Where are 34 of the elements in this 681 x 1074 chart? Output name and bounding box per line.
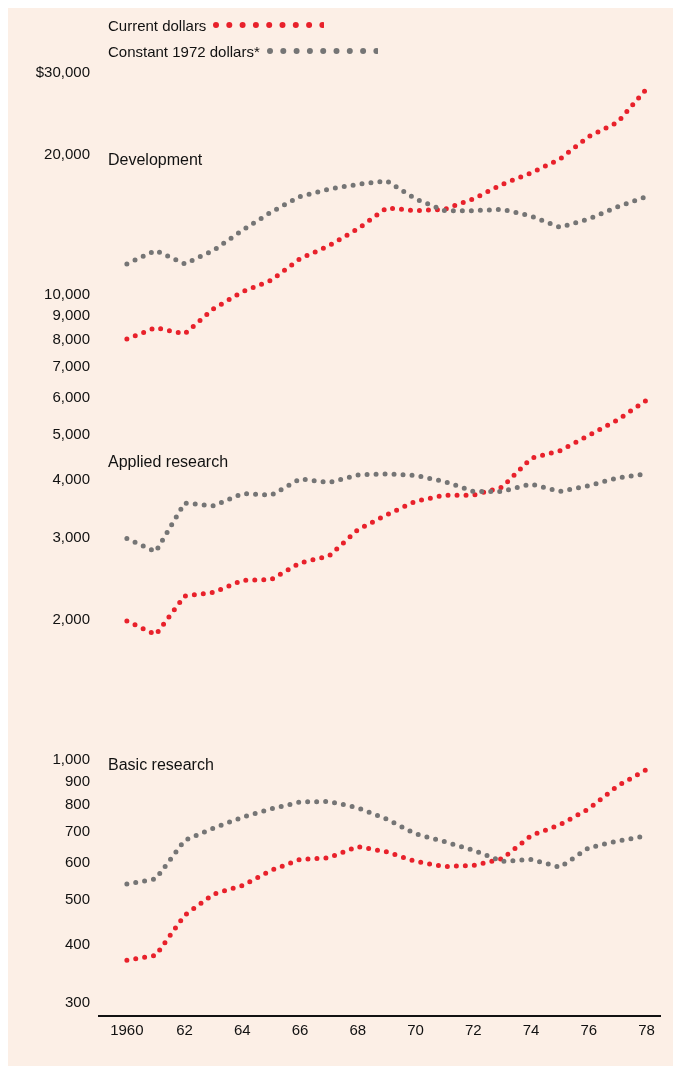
y-tick-label: 3,000 (52, 528, 90, 546)
y-tick-label: 5,000 (52, 425, 90, 443)
y-tick-label: 8,000 (52, 330, 90, 348)
legend-label: Constant 1972 dollars* (108, 42, 260, 60)
y-tick-label: 10,000 (44, 285, 90, 303)
y-tick-label: $30,000 (35, 63, 90, 81)
y-tick-label: 7,000 (52, 357, 90, 375)
x-tick-label: 66 (291, 1020, 309, 1038)
x-tick-label: 70 (407, 1020, 424, 1038)
annotation: Applied research (108, 453, 229, 471)
y-tick-label: 9,000 (52, 306, 90, 324)
y-tick-label: 900 (64, 771, 90, 789)
x-tick-label: 76 (580, 1020, 598, 1038)
x-tick-label: 64 (234, 1020, 251, 1038)
x-tick-label: 62 (176, 1020, 193, 1038)
y-tick-label: 300 (64, 993, 90, 1011)
x-tick-label: 78 (638, 1020, 655, 1038)
y-tick-label: 2,000 (52, 610, 90, 628)
x-tick-label: 74 (522, 1020, 540, 1038)
annotation: Basic research (108, 756, 214, 774)
y-tick-label: 800 (64, 795, 90, 813)
y-tick-label: 4,000 (52, 470, 90, 488)
x-tick-label: 1960 (110, 1020, 144, 1038)
y-tick-label: 400 (64, 935, 90, 953)
annotation: Development (108, 151, 203, 169)
x-tick-label: 68 (349, 1020, 367, 1038)
y-tick-label: 500 (64, 890, 90, 908)
y-tick-label: 20,000 (44, 145, 90, 163)
x-tick-label: 72 (464, 1020, 482, 1038)
y-tick-label: 700 (64, 822, 90, 840)
y-tick-label: 1,000 (52, 750, 90, 768)
legend-label: Current dollars (108, 16, 207, 34)
y-tick-label: 6,000 (52, 388, 90, 406)
y-tick-label: 600 (64, 853, 90, 871)
